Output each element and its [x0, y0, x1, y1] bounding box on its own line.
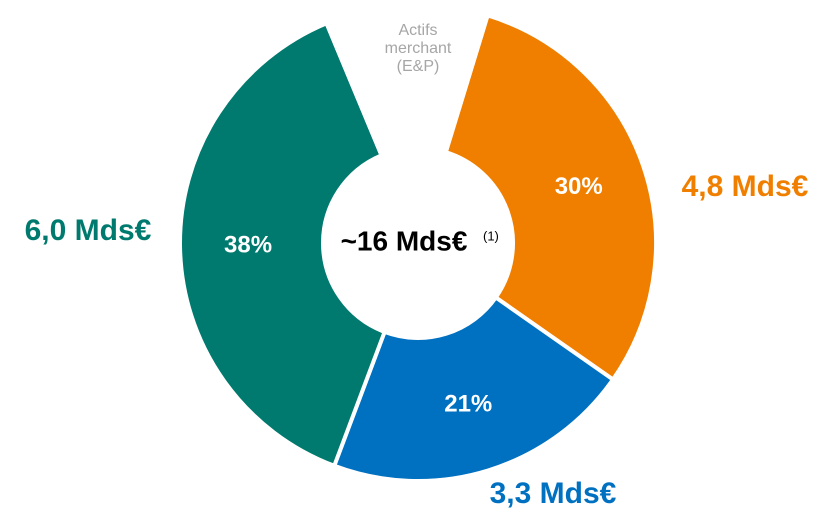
- value-label: 21%: [444, 391, 492, 418]
- amount-label: 6,0 Mds€: [25, 214, 152, 247]
- value-label: 30%: [555, 173, 603, 200]
- value-label: 38%: [224, 231, 272, 258]
- donut-segment: [178, 20, 388, 469]
- donut-segment: [443, 12, 658, 383]
- donut-segment: [323, 3, 491, 158]
- donut-segment: [331, 294, 616, 483]
- center-note: (1): [483, 228, 499, 243]
- amount-label: 4,8 Mds€: [682, 170, 809, 203]
- category-label: Actifs merchant (E&P): [384, 22, 452, 75]
- center-label: ~16 Mds€: [341, 225, 468, 256]
- amount-label: 3,3 Mds€: [490, 477, 617, 510]
